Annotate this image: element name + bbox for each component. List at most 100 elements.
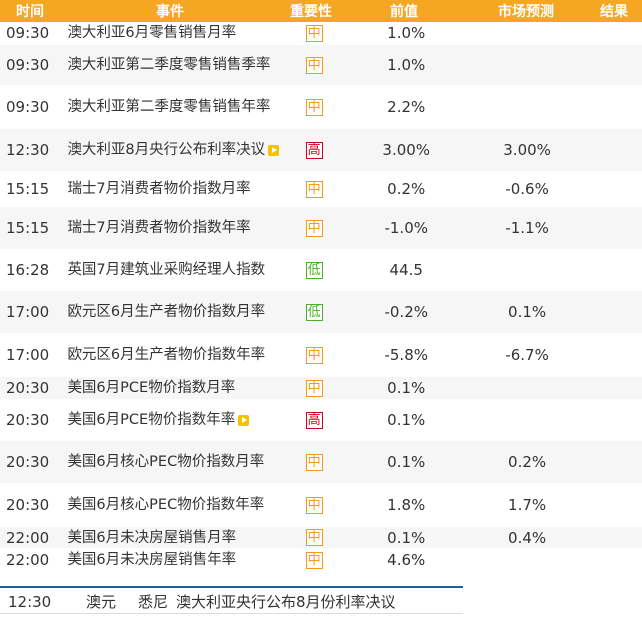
row-forecast (468, 250, 587, 290)
row-importance: 中 (283, 441, 344, 483)
row-result (587, 45, 642, 85)
row-result (587, 86, 642, 128)
row-time: 20:30 (6, 453, 50, 471)
row-previous: 1.0% (387, 24, 426, 42)
table-row[interactable]: 20:30 美国6月核心PEC物价指数年率 中 1.8% 1.7% (0, 484, 642, 527)
importance-badge: 中 (305, 219, 323, 237)
row-event[interactable]: 欧元区6月生产者物价指数年率 (65, 334, 283, 376)
row-forecast: 3.00% (503, 141, 551, 159)
play-video-icon[interactable] (238, 414, 250, 426)
header-result: 结果 (600, 4, 628, 20)
row-event[interactable]: 美国6月核心PEC物价指数年率 (65, 484, 283, 526)
importance-badge: 高 (305, 411, 323, 429)
row-result (587, 172, 642, 206)
row-time: 22:00 (6, 528, 50, 547)
row-previous: 2.2% (387, 98, 426, 116)
importance-badge: 中 (305, 98, 323, 116)
row-forecast (468, 86, 587, 128)
featured-location: 悉尼 (138, 593, 169, 611)
table-row[interactable]: 09:30 澳大利亚第二季度零售销售季率 中 1.0% (0, 45, 642, 86)
row-event[interactable]: 英国7月建筑业采购经理人指数 (65, 250, 283, 290)
row-importance: 中 (283, 484, 344, 526)
row-result (587, 441, 642, 483)
row-event[interactable]: 澳大利亚8月央行公布利率决议 (65, 129, 283, 171)
importance-badge: 中 (305, 551, 323, 569)
row-forecast (468, 22, 587, 44)
row-event[interactable]: 美国6月核心PEC物价指数月率 (65, 441, 283, 483)
row-previous: -0.2% (384, 303, 428, 321)
table-row[interactable]: 20:30 美国6月PCE物价指数月率 中 0.1% (0, 377, 642, 400)
row-event-label: 欧元区6月生产者物价指数年率 (67, 347, 266, 363)
row-previous: -5.8% (384, 346, 428, 364)
header-previous: 前值 (390, 4, 418, 20)
row-result (587, 527, 642, 548)
row-event-label: 美国6月核心PEC物价指数月率 (67, 454, 265, 470)
row-forecast (468, 45, 587, 85)
table-row[interactable]: 20:30 美国6月核心PEC物价指数月率 中 0.1% 0.2% (0, 441, 642, 484)
row-importance: 中 (283, 377, 344, 399)
row-event[interactable]: 欧元区6月生产者物价指数月率 (65, 291, 283, 333)
row-previous: 0.1% (387, 379, 426, 397)
economic-calendar-table: 时间 事件 重要性 前值 市场预测 结果 09:30 澳大利亚6月零售销售月率中 1… (0, 0, 642, 572)
row-event[interactable]: 美国6月PCE物价指数月率 (65, 377, 283, 399)
row-time: 12:30 (6, 141, 50, 159)
row-previous: 0.1% (387, 453, 426, 471)
row-time: 09:30 (6, 98, 50, 116)
table-row[interactable]: 22:00 美国6月未决房屋销售年率 中 4.6% (0, 549, 642, 572)
row-result (587, 207, 642, 249)
row-previous: 4.6% (387, 551, 426, 569)
featured-event: 澳大利亚央行公布8月份利率决议 (176, 593, 396, 611)
row-event-label: 美国6月未决房屋销售年率 (67, 552, 237, 568)
play-video-icon[interactable] (268, 144, 280, 156)
table-row[interactable]: 15:15 瑞士7月消费者物价指数年率 中 -1.0% -1.1% (0, 207, 642, 250)
row-importance: 中 (283, 207, 344, 249)
row-forecast: 0.1% (508, 303, 547, 321)
row-event-label: 欧元区6月生产者物价指数月率 (67, 304, 266, 320)
row-event[interactable]: 澳大利亚6月零售销售月率 (65, 22, 283, 44)
featured-event-bar[interactable]: 12:30 澳元 悉尼 澳大利亚央行公布8月份利率决议 (0, 586, 463, 615)
row-forecast: -6.7% (505, 346, 549, 364)
table-row[interactable]: 09:30 澳大利亚6月零售销售月率 中 1.0% (0, 22, 642, 45)
table-header: 时间 事件 重要性 前值 市场预测 结果 (0, 0, 642, 22)
row-forecast: 0.4% (508, 528, 547, 547)
importance-badge: 中 (305, 496, 323, 514)
importance-badge: 中 (305, 180, 323, 198)
row-result (587, 549, 642, 571)
row-event[interactable]: 瑞士7月消费者物价指数月率 (65, 172, 283, 206)
table-row[interactable]: 15:15 瑞士7月消费者物价指数月率 中 0.2% -0.6% (0, 172, 642, 207)
table-row[interactable]: 16:28 英国7月建筑业采购经理人指数 低 44.5 (0, 250, 642, 291)
row-event[interactable]: 美国6月未决房屋销售年率 (65, 549, 283, 571)
row-result (587, 377, 642, 399)
row-event-label: 英国7月建筑业采购经理人指数 (67, 262, 266, 278)
importance-badge: 中 (305, 379, 323, 397)
row-event[interactable]: 澳大利亚第二季度零售销售季率 (65, 45, 283, 85)
table-row[interactable]: 12:30 澳大利亚8月央行公布利率决议 高 3.00% 3.00% (0, 129, 642, 172)
row-previous: 44.5 (389, 261, 423, 279)
table-row[interactable]: 09:30 澳大利亚第二季度零售销售年率 中 2.2% (0, 86, 642, 129)
table-row[interactable]: 17:00 欧元区6月生产者物价指数年率 中 -5.8% -6.7% (0, 334, 642, 377)
row-event[interactable]: 瑞士7月消费者物价指数年率 (65, 207, 283, 249)
row-event[interactable]: 澳大利亚第二季度零售销售年率 (65, 86, 283, 128)
table-row[interactable]: 20:30 美国6月PCE物价指数年率 高 0.1% (0, 400, 642, 441)
row-importance: 中 (283, 22, 344, 44)
row-importance: 高 (283, 129, 344, 171)
row-importance: 低 (283, 250, 344, 290)
importance-badge: 中 (305, 529, 323, 546)
row-result (587, 129, 642, 171)
row-event-label: 澳大利亚8月央行公布利率决议 (67, 141, 280, 159)
header-forecast: 市场预测 (498, 4, 554, 20)
row-time: 15:15 (6, 180, 50, 198)
table-row[interactable]: 17:00 欧元区6月生产者物价指数月率 低 -0.2% 0.1% (0, 291, 642, 334)
row-result (587, 400, 642, 440)
importance-badge: 中 (305, 453, 323, 471)
row-forecast (468, 400, 587, 440)
row-event[interactable]: 美国6月未决房屋销售月率 (65, 527, 283, 548)
row-time: 20:30 (6, 411, 50, 429)
table-row[interactable]: 22:00 美国6月未决房屋销售月率 中 0.1% 0.4% (0, 527, 642, 549)
row-event[interactable]: 美国6月PCE物价指数年率 (65, 400, 283, 440)
row-forecast: -1.1% (505, 219, 549, 237)
importance-badge: 中 (305, 24, 323, 42)
row-event-label: 瑞士7月消费者物价指数年率 (67, 220, 251, 236)
importance-badge: 中 (305, 346, 323, 364)
row-forecast (468, 549, 587, 571)
